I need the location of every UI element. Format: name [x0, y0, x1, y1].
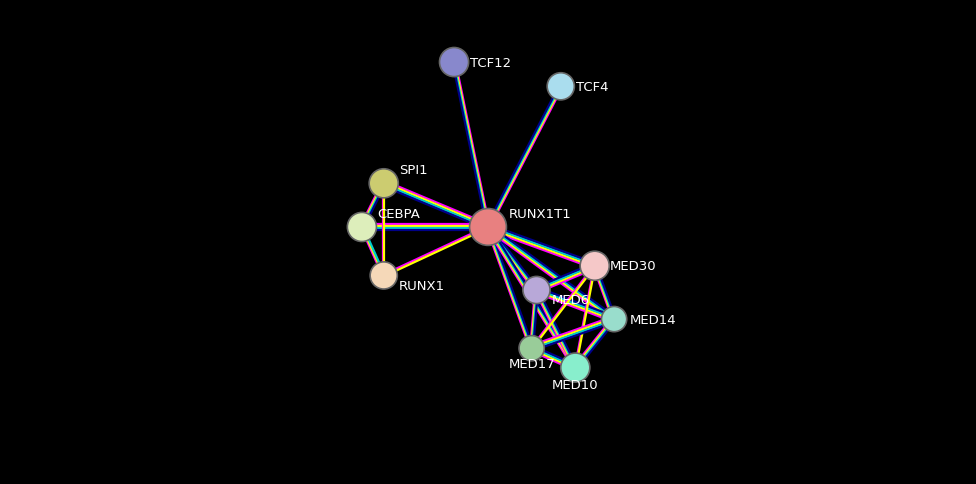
Circle shape	[601, 307, 627, 332]
Circle shape	[548, 74, 574, 101]
Circle shape	[370, 262, 397, 289]
Circle shape	[523, 277, 550, 304]
Circle shape	[469, 209, 507, 246]
Text: RUNX1: RUNX1	[399, 279, 445, 292]
Text: MED17: MED17	[508, 358, 555, 370]
Circle shape	[439, 48, 468, 77]
Circle shape	[561, 353, 590, 382]
Text: RUNX1T1: RUNX1T1	[508, 208, 571, 220]
Text: MED10: MED10	[552, 378, 598, 391]
Text: TCF4: TCF4	[576, 81, 609, 93]
Circle shape	[519, 336, 545, 361]
Circle shape	[580, 252, 609, 281]
Text: MED14: MED14	[630, 313, 676, 326]
Text: CEBPA: CEBPA	[378, 208, 421, 220]
Text: TCF12: TCF12	[469, 57, 510, 69]
Text: MED30: MED30	[610, 260, 657, 272]
Text: MED6: MED6	[552, 294, 590, 306]
Circle shape	[369, 169, 398, 198]
Circle shape	[347, 213, 377, 242]
Text: SPI1: SPI1	[399, 164, 427, 177]
